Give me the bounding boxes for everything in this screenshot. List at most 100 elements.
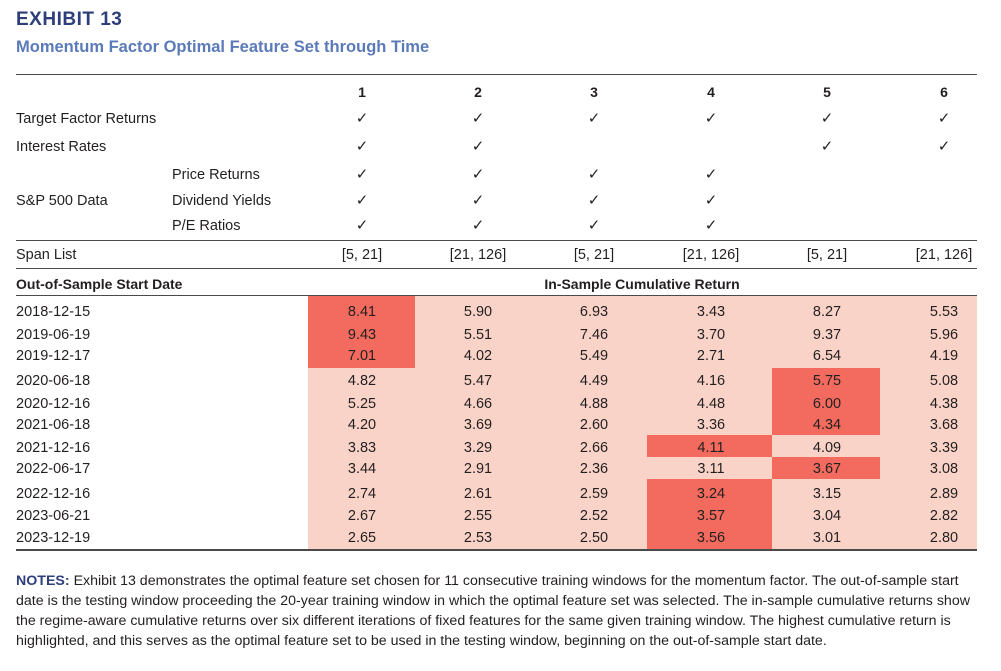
- cumulative-return-value: 5.51: [463, 327, 493, 343]
- check-mark: ✓: [355, 138, 369, 155]
- span-list-value: [21, 126]: [682, 247, 740, 263]
- result-date: 2023-12-19: [16, 530, 91, 546]
- span-list-value: [21, 126]: [449, 247, 507, 263]
- cumulative-return-value: 3.11: [697, 461, 725, 477]
- cumulative-return-value: 3.24: [696, 486, 726, 502]
- cumulative-return-value: 5.90: [463, 304, 493, 320]
- result-date: 2022-06-17: [16, 461, 91, 477]
- check-mark: ✓: [704, 166, 718, 183]
- cumulative-return-value: 2.74: [347, 486, 377, 502]
- check-mark: ✓: [471, 217, 485, 234]
- check-mark: ✓: [355, 110, 369, 127]
- cumulative-return-value: 4.09: [812, 440, 842, 456]
- check-mark: ✓: [704, 110, 718, 127]
- column-header-6: 6: [940, 84, 948, 100]
- column-header-4: 4: [707, 84, 715, 100]
- sp500-row-label: P/E Ratios: [172, 218, 241, 234]
- in-sample-header: In-Sample Cumulative Return: [544, 276, 740, 292]
- best-return-highlight: [772, 414, 880, 435]
- span-list-value: [5, 21]: [806, 247, 848, 263]
- cumulative-return-value: 5.96: [929, 327, 959, 343]
- best-return-highlight: [308, 322, 415, 345]
- cumulative-return-value: 2.50: [579, 530, 609, 546]
- check-mark: ✓: [704, 192, 718, 209]
- cumulative-return-value: 2.91: [463, 461, 493, 477]
- check-mark: ✓: [587, 217, 601, 234]
- best-return-highlight: [308, 296, 415, 322]
- cumulative-return-value: 5.53: [929, 304, 959, 320]
- best-return-highlight: [772, 368, 880, 391]
- cumulative-return-value: 3.39: [929, 440, 959, 456]
- best-return-highlight: [647, 435, 772, 457]
- column-header-2: 2: [474, 84, 482, 100]
- best-return-highlight: [647, 479, 772, 503]
- cumulative-return-value: 3.67: [812, 461, 842, 477]
- best-return-highlight: [308, 345, 415, 368]
- cumulative-return-value: 2.52: [579, 508, 609, 524]
- cumulative-return-value: 5.75: [812, 373, 842, 389]
- cumulative-return-value: 6.93: [579, 304, 609, 320]
- check-mark: ✓: [937, 138, 951, 155]
- cumulative-return-value: 2.60: [579, 417, 609, 433]
- check-mark: ✓: [355, 192, 369, 209]
- cumulative-return-value: 4.19: [929, 348, 959, 364]
- notes-text: Exhibit 13 demonstrates the optimal feat…: [16, 573, 970, 649]
- cumulative-return-value: 4.82: [347, 373, 377, 389]
- cumulative-return-value: 7.01: [347, 348, 377, 364]
- check-mark: ✓: [355, 166, 369, 183]
- cumulative-return-value: 3.57: [696, 508, 726, 524]
- top-rule: [16, 74, 977, 75]
- column-header-5: 5: [823, 84, 831, 100]
- results-column-bg: [880, 296, 977, 549]
- cumulative-return-value: 2.61: [463, 486, 493, 502]
- cumulative-return-value: 2.71: [696, 348, 726, 364]
- check-mark: ✓: [587, 110, 601, 127]
- span-list-value: [5, 21]: [341, 247, 383, 263]
- cumulative-return-value: 8.27: [812, 304, 842, 320]
- cumulative-return-value: 5.08: [929, 373, 959, 389]
- result-date: 2019-12-17: [16, 348, 91, 364]
- span-list-rule: [16, 240, 977, 241]
- check-mark: ✓: [820, 138, 834, 155]
- table-bottom-rule: [16, 549, 977, 551]
- cumulative-return-value: 5.47: [463, 373, 493, 389]
- best-return-highlight: [772, 457, 880, 479]
- cumulative-return-value: 2.67: [347, 508, 377, 524]
- cumulative-return-value: 2.66: [579, 440, 609, 456]
- exhibit-title: Momentum Factor Optimal Feature Set thro…: [16, 38, 430, 56]
- feature-row-label: Target Factor Returns: [16, 111, 157, 127]
- cumulative-return-value: 2.80: [929, 530, 959, 546]
- check-mark: ✓: [471, 138, 485, 155]
- cumulative-return-value: 3.83: [347, 440, 377, 456]
- check-mark: ✓: [587, 166, 601, 183]
- cumulative-return-value: 2.53: [463, 530, 493, 546]
- check-mark: ✓: [820, 110, 834, 127]
- span-list-value: [5, 21]: [573, 247, 615, 263]
- sp500-row-label: Price Returns: [172, 167, 260, 183]
- result-date: 2020-12-16: [16, 396, 91, 412]
- cumulative-return-value: 4.02: [463, 348, 493, 364]
- check-mark: ✓: [587, 192, 601, 209]
- cumulative-return-value: 4.66: [463, 396, 493, 412]
- cumulative-return-value: 4.16: [696, 373, 726, 389]
- best-return-highlight: [772, 391, 880, 414]
- notes: NOTES: Exhibit 13 demonstrates the optim…: [16, 571, 981, 651]
- out-of-sample-header: Out-of-Sample Start Date: [16, 276, 183, 292]
- cumulative-return-value: 3.56: [696, 530, 726, 546]
- cumulative-return-value: 4.34: [812, 417, 842, 433]
- cumulative-return-value: 3.43: [696, 304, 726, 320]
- result-date: 2019-06-19: [16, 327, 91, 343]
- span-list-value: [21, 126]: [915, 247, 973, 263]
- column-header-3: 3: [590, 84, 598, 100]
- cumulative-return-value: 2.36: [579, 461, 609, 477]
- column-header-1: 1: [358, 84, 366, 100]
- results-header-rule: [16, 268, 977, 269]
- cumulative-return-value: 2.59: [579, 486, 609, 502]
- cumulative-return-value: 7.46: [579, 327, 609, 343]
- cumulative-return-value: 3.04: [812, 508, 842, 524]
- cumulative-return-value: 3.01: [812, 530, 842, 546]
- check-mark: ✓: [355, 217, 369, 234]
- best-return-highlight: [647, 526, 772, 549]
- cumulative-return-value: 4.20: [347, 417, 377, 433]
- cumulative-return-value: 8.41: [347, 304, 377, 320]
